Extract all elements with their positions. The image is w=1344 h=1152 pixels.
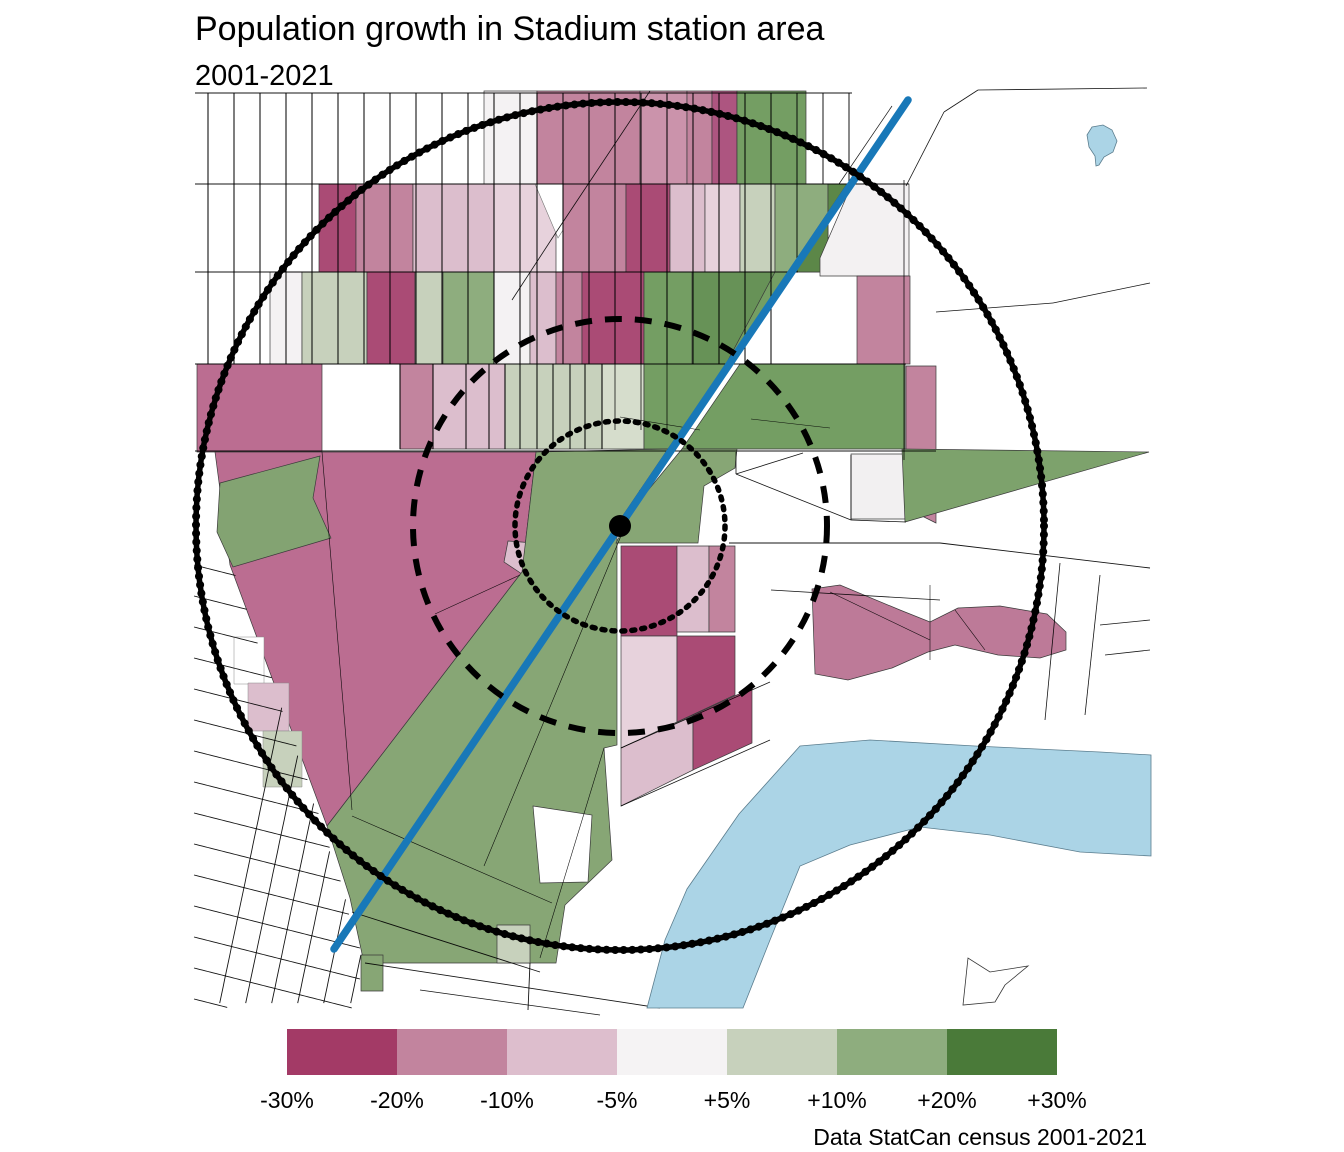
- svg-text:+5%: +5%: [704, 1087, 751, 1113]
- svg-text:-30%: -30%: [260, 1087, 314, 1113]
- svg-text:-5%: -5%: [597, 1087, 638, 1113]
- svg-text:2001-2021: 2001-2021: [195, 60, 334, 92]
- svg-text:Population growth in Stadium s: Population growth in Stadium station are…: [195, 10, 824, 48]
- svg-text:-20%: -20%: [370, 1087, 424, 1113]
- svg-text:Data StatCan census 2001-2021: Data StatCan census 2001-2021: [813, 1124, 1147, 1150]
- svg-text:+30%: +30%: [1027, 1087, 1086, 1113]
- svg-text:+10%: +10%: [807, 1087, 866, 1113]
- svg-text:-10%: -10%: [480, 1087, 534, 1113]
- svg-text:+20%: +20%: [917, 1087, 976, 1113]
